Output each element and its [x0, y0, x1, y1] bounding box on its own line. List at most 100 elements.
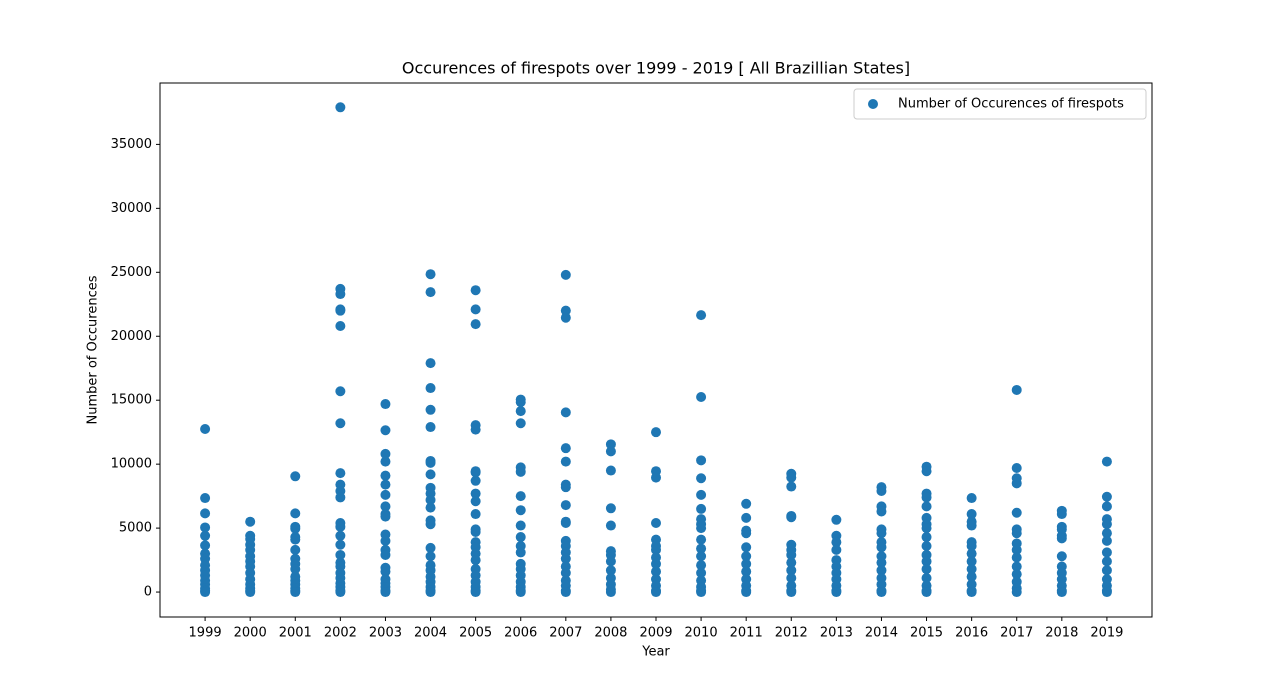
scatter-point [605, 565, 616, 576]
scatter-point [966, 548, 977, 559]
scatter-point [335, 530, 346, 541]
scatter-point [651, 558, 661, 569]
x-axis-label: Year [641, 645, 670, 660]
scatter-point [470, 587, 481, 598]
scatter-point [380, 425, 391, 436]
scatter-point [741, 587, 752, 598]
y-axis-label: Number of Occurences [86, 275, 101, 424]
scatter-point [560, 482, 571, 493]
y-tick-label: 5000 [119, 521, 152, 536]
y-tick-label: 25000 [111, 265, 152, 280]
scatter-point [200, 508, 211, 519]
scatter-point [290, 523, 301, 534]
scatter-point [335, 492, 346, 503]
scatter-point [651, 517, 661, 528]
scatter-point [876, 587, 887, 598]
scatter-point [1101, 491, 1112, 502]
scatter-point [335, 418, 346, 429]
y-tick-label: 20000 [111, 329, 152, 344]
scatter-point [425, 287, 436, 298]
x-tick-label: 2006 [504, 626, 537, 641]
scatter-point [876, 506, 887, 517]
scatter-point [1101, 519, 1112, 530]
x-tick-label: 2009 [639, 626, 672, 641]
scatter-point [470, 475, 481, 486]
scatter-point [335, 289, 346, 300]
scatter-point [515, 418, 526, 429]
scatter-point [560, 443, 571, 454]
scatter-point [425, 269, 436, 280]
scatter-point [786, 549, 797, 560]
scatter-point [741, 498, 752, 509]
scatter-point [1056, 509, 1067, 520]
scatter-point [876, 486, 887, 497]
scatter-point [876, 542, 887, 553]
scatter-point [921, 564, 932, 575]
scatter-point [470, 488, 481, 499]
scatter-point [741, 551, 752, 562]
scatter-point [1101, 501, 1112, 512]
scatter-point [290, 587, 301, 598]
scatter-point [831, 514, 842, 525]
scatter-point [921, 466, 932, 477]
scatter-point [560, 553, 571, 564]
scatter-point [425, 422, 436, 433]
scatter-point [696, 534, 707, 545]
x-tick-label: 2016 [955, 626, 988, 641]
scatter-point [1011, 587, 1022, 598]
y-tick-label: 10000 [111, 457, 152, 472]
scatter-point [1011, 561, 1022, 572]
scatter-point [245, 587, 256, 598]
scatter-point [470, 285, 481, 296]
x-tick-label: 2015 [910, 626, 943, 641]
legend: Number of Occurences of firespots [853, 88, 1147, 120]
x-tick-label: 2003 [369, 626, 402, 641]
x-tick-label: 2008 [594, 626, 627, 641]
scatter-point [335, 521, 346, 532]
scatter-point [1011, 507, 1022, 518]
scatter-point [1101, 547, 1112, 558]
scatter-point [696, 567, 707, 578]
scatter-point [921, 572, 932, 583]
scatter-point [515, 491, 526, 502]
scatter-point [560, 269, 571, 280]
scatter-point [876, 557, 887, 568]
legend-marker [868, 99, 878, 109]
scatter-point [786, 481, 797, 492]
plot-area [200, 102, 1112, 598]
scatter-point [560, 517, 571, 528]
y-tick-label: 35000 [111, 137, 152, 152]
scatter-point [1101, 556, 1112, 567]
scatter-point [470, 304, 481, 315]
scatter-point [290, 544, 301, 555]
scatter-point [470, 526, 481, 537]
scatter-point [786, 565, 797, 576]
scatter-point [651, 427, 661, 438]
scatter-point [1056, 551, 1067, 562]
scatter-point [921, 501, 932, 512]
scatter-point [786, 572, 797, 583]
scatter-point [651, 587, 661, 598]
scatter-point [290, 471, 301, 482]
scatter-point [425, 404, 436, 415]
scatter-point [741, 512, 752, 523]
scatter-point [515, 547, 526, 558]
scatter-point [786, 587, 797, 598]
scatter-point [696, 455, 707, 466]
scatter-point [290, 564, 301, 575]
scatter-point [921, 587, 932, 598]
scatter-point [605, 503, 616, 514]
scatter-point [741, 566, 752, 577]
scatter-point [696, 523, 707, 534]
scatter-point [831, 537, 842, 548]
scatter-point [560, 305, 571, 316]
scatter-point [966, 541, 977, 552]
scatter-point [1011, 569, 1022, 580]
scatter-point [696, 560, 707, 571]
scatter-point [470, 555, 481, 566]
scatter-point [425, 502, 436, 513]
scatter-point [470, 496, 481, 507]
scatter-point [605, 446, 616, 457]
scatter-point [380, 511, 391, 522]
scatter-point [335, 321, 346, 332]
